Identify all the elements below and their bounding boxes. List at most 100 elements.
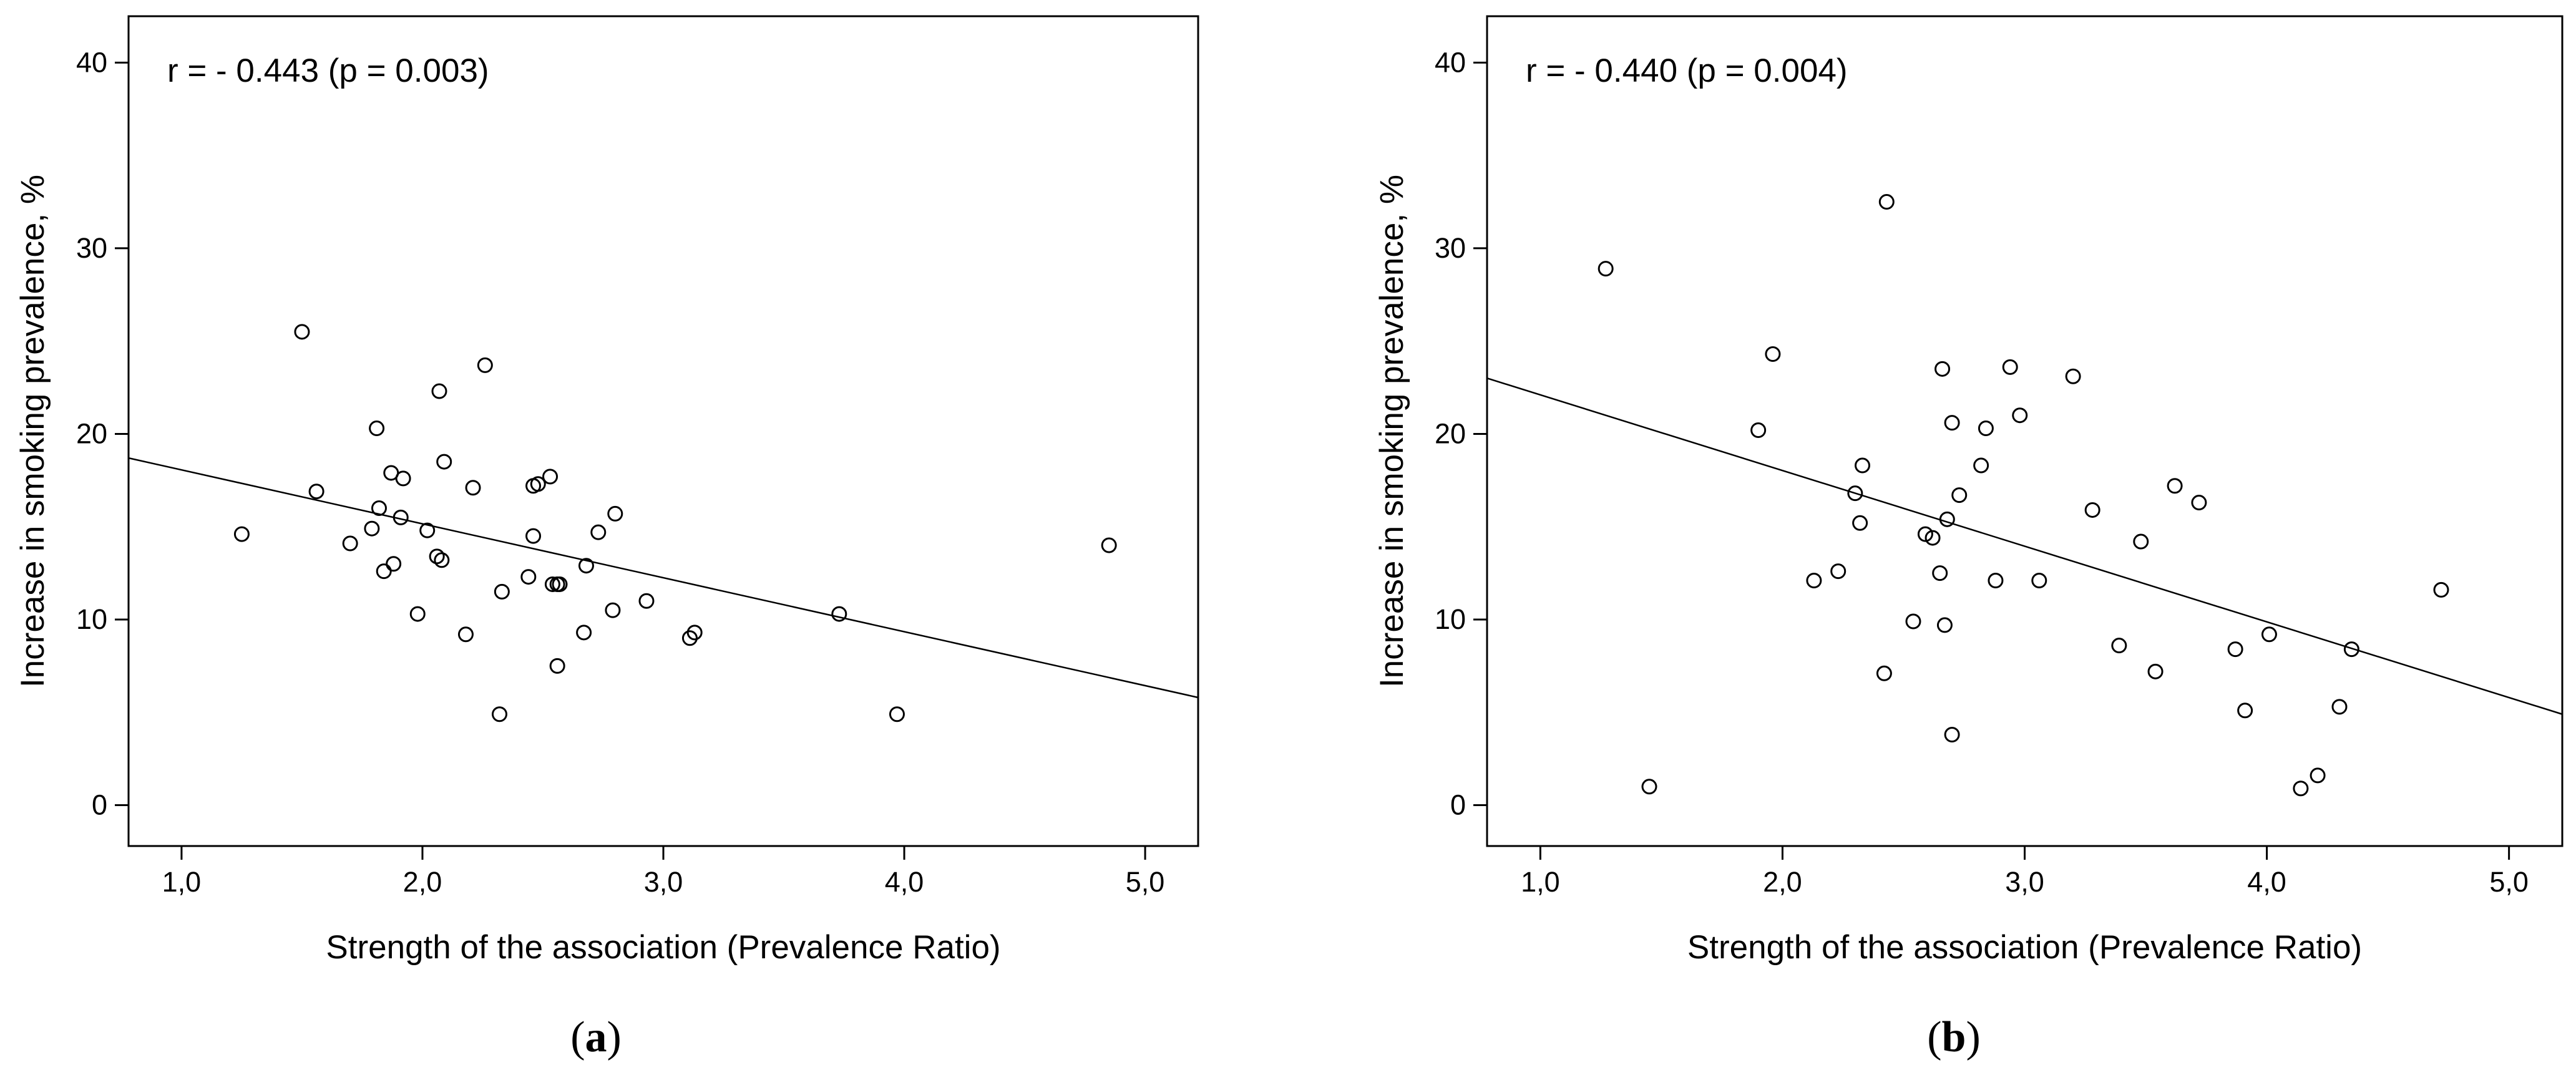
data-point (431, 383, 447, 399)
data-point (590, 524, 607, 540)
data-point (1973, 457, 1989, 474)
data-point (457, 626, 474, 643)
data-point (395, 470, 411, 487)
data-point (2084, 502, 2100, 518)
data-point (607, 505, 623, 522)
x-axis-title: Strength of the association (Prevalence … (326, 929, 1000, 966)
correlation-annotation: r = - 0.440 (p = 0.004) (1526, 52, 1848, 89)
x-tick-label: 2,0 (1763, 866, 1802, 898)
data-point (465, 480, 481, 496)
panel-caption: (a) (570, 1013, 622, 1061)
data-point (2261, 626, 2277, 643)
data-point (2310, 767, 2326, 784)
data-point (1598, 261, 1614, 277)
data-point (2065, 368, 2081, 384)
data-point (436, 454, 452, 470)
data-point (2331, 699, 2348, 715)
data-point (520, 569, 537, 585)
data-point (434, 552, 450, 568)
panel-a: 0 10 20 30 40 1,0 2,0 3,0 4,0 5,0 r = - 0.443 (p =… (14, 15, 1199, 1061)
data-point (576, 625, 592, 641)
data-point (1750, 422, 1767, 439)
data-point (2343, 641, 2359, 658)
correlation-annotation: r = - 0.443 (p = 0.003) (167, 52, 489, 89)
x-tick-label: 3,0 (644, 866, 683, 898)
x-tick-label: 5,0 (1126, 866, 1165, 898)
data-point (308, 484, 324, 500)
caption-letter: a (585, 1013, 607, 1061)
data-point (477, 357, 493, 373)
data-point (494, 583, 510, 600)
x-tick-label: 1,0 (162, 866, 202, 898)
data-point (2433, 581, 2449, 598)
data-point (889, 706, 905, 722)
data-point (369, 421, 385, 437)
data-point (1917, 526, 1933, 542)
data-point (525, 528, 542, 544)
data-point (233, 526, 250, 542)
data-point (386, 556, 402, 572)
data-point (1852, 515, 1868, 531)
data-point (2191, 495, 2207, 511)
data-point (2002, 359, 2018, 375)
x-tick-label: 2,0 (403, 866, 442, 898)
data-point (294, 324, 310, 340)
data-point (686, 625, 703, 641)
y-tick-label: 40 (76, 46, 107, 78)
data-point (342, 535, 358, 552)
data-point (1936, 617, 1953, 633)
x-tick-label: 5,0 (2489, 866, 2529, 898)
panel-caption: (b) (1927, 1013, 1981, 1061)
y-tick-label: 0 (92, 789, 107, 821)
data-point (542, 469, 559, 485)
data-point (1951, 487, 1968, 503)
data-point (491, 706, 507, 722)
y-tick-label: 0 (1450, 789, 1466, 821)
y-tick-label: 30 (1435, 232, 1466, 264)
y-tick-label: 20 (1435, 417, 1466, 449)
data-point (831, 606, 847, 622)
data-point (429, 548, 445, 565)
x-tick-label: 4,0 (2247, 866, 2286, 898)
data-point (2031, 573, 2047, 589)
caption-close-paren: ) (607, 1013, 622, 1061)
data-point (2012, 407, 2028, 424)
data-point (1905, 613, 1921, 630)
y-tick-label: 40 (1435, 46, 1466, 78)
data-point (2227, 641, 2243, 658)
x-tick-label: 1,0 (1521, 866, 1560, 898)
data-point (1978, 421, 1994, 437)
data-point (578, 558, 594, 574)
data-point (2293, 781, 2309, 797)
data-point (2111, 638, 2127, 654)
data-point (1988, 573, 2004, 589)
data-point (1939, 511, 1955, 527)
data-point (2237, 703, 2253, 719)
data-point (1878, 194, 1895, 210)
regression-line (1486, 377, 2563, 715)
data-point (2133, 533, 2149, 550)
y-tick-label: 10 (1435, 603, 1466, 635)
data-point (371, 500, 387, 516)
data-point (544, 576, 560, 592)
x-axis-title: Strength of the association (Prevalence … (1687, 929, 2362, 966)
data-point (364, 520, 380, 537)
y-axis-title: Increase in smoking prevalence, % (14, 175, 51, 688)
panel-b: 0 10 20 30 40 1,0 2,0 3,0 4,0 5,0 r = - 0.440 (p =… (1373, 15, 2564, 1061)
data-point (1830, 563, 1847, 580)
data-point (1847, 485, 1863, 502)
data-point (638, 593, 655, 609)
caption-letter: b (1942, 1013, 1966, 1061)
plot-frame (127, 15, 1199, 847)
data-point (549, 658, 565, 674)
regression-line (128, 457, 1199, 699)
y-axis-title: Increase in smoking prevalence, % (1373, 175, 1410, 688)
x-tick-label: 4,0 (885, 866, 924, 898)
data-point (419, 522, 436, 538)
data-point (552, 576, 568, 592)
data-point (1934, 361, 1951, 377)
data-point (605, 602, 621, 618)
data-point (2147, 663, 2164, 679)
data-point (1854, 457, 1870, 474)
